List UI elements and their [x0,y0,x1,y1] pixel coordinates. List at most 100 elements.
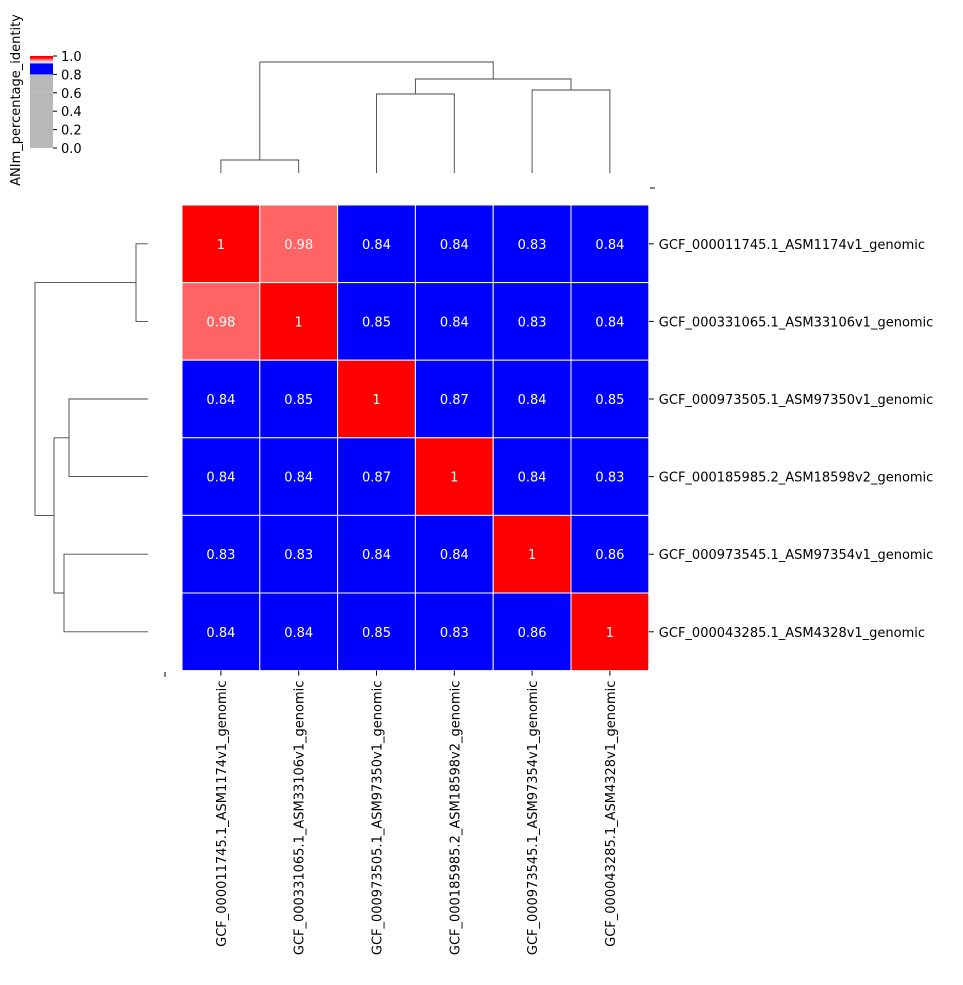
cell-value-label: 0.87 [440,393,469,408]
cell-value-label: 0.98 [284,238,313,253]
dendrogram-branch [135,243,148,322]
heatmap-cell [492,282,572,361]
cell-value-label: 0.86 [595,548,624,563]
colorbar-tick-label: 0.4 [61,105,82,120]
cell-value-label: 0.84 [284,471,313,486]
cell-value-label: 1 [217,238,225,253]
cell-value-label: 0.83 [518,238,547,253]
cell-value-label: 0.84 [440,548,469,563]
cell-value-label: 0.84 [518,471,547,486]
cell-value-label: 0.85 [362,315,391,330]
row-dendrogram [34,243,148,633]
cell-value-label: 0.98 [206,315,235,330]
heatmap-cell [259,282,339,361]
dendrogram-branch [63,553,148,633]
cell-value-label: 1 [606,626,614,641]
dendrogram-branch [531,89,611,173]
heatmap-cell [259,359,339,439]
colorbar-segment [30,56,53,59]
cell-value-label: 0.84 [595,238,624,253]
colorbar-tick-label: 0.2 [61,124,82,139]
cell-value-label: 0.87 [362,471,391,486]
cell-value-label: 1 [528,548,536,563]
heatmap-cell [259,514,339,594]
colorbar-segment [30,60,53,64]
cell-value-label: 0.83 [440,626,469,641]
dendrogram-branch [376,93,455,173]
heatmap-cell [492,592,572,672]
row-label: GCF_000973545.1_ASM97354v1_genomic [659,548,934,563]
cell-value-label: 0.84 [206,471,235,486]
dendrogram-branch [259,61,494,160]
heatmap-grid: 1 0.98 0.84 0.84 0.83 0.84 0.98 1 0.85 0.84 0.83 0.… [181,204,650,672]
heatmap-cell [259,592,339,672]
heatmap-cell [337,359,416,439]
row-label: GCF_000043285.1_ASM4328v1_genomic [659,626,925,641]
heatmap-cell [570,204,650,284]
colorbar-tick-label: 0.0 [61,142,82,157]
colorbar-segment [30,63,53,75]
heatmap-cell [259,204,339,284]
cell-value-label: 0.85 [362,626,391,641]
cell-value-label: 0.84 [518,393,547,408]
column-dendrogram [220,61,611,173]
heatmap-cell [570,359,650,439]
row-labels: GCF_000011745.1_ASM1174v1_genomic GCF_000… [648,238,934,641]
colorbar: ANIm_percentage_identity 0.0 0.2 0.4 0.6 0.8… [9,14,82,186]
dendrogram-branch [53,437,69,594]
heatmap-cell [337,592,416,672]
heatmap-cell [181,514,261,594]
heatmap-cell [337,437,416,516]
cell-value-label: 0.83 [595,471,624,486]
cell-value-label: 0.85 [595,393,624,408]
cell-value-label: 0.84 [440,238,469,253]
heatmap-cell [337,514,416,594]
row-label: GCF_000011745.1_ASM1174v1_genomic [659,238,925,253]
dendrogram-branch [68,398,148,478]
dendrogram-branch [414,78,572,94]
column-label: GCF_000973505.1_ASM97350v1_genomic [371,681,386,956]
cell-value-label: 0.83 [284,548,313,563]
cell-value-label: 0.84 [362,548,391,563]
heatmap-cell [181,437,261,516]
colorbar-label: ANIm_percentage_identity [9,14,24,186]
row-label: GCF_000185985.2_ASM18598v2_genomic [659,471,934,486]
cell-value-label: 0.84 [206,626,235,641]
heatmap-cell [414,592,494,672]
cell-value-label: 0.84 [440,315,469,330]
colorbar-segment [30,58,53,61]
heatmap-cell [492,359,572,439]
colorbar-tick-label: 0.6 [61,87,82,102]
column-labels: GCF_000011745.1_ASM1174v1_genomic GCF_000… [215,670,619,956]
cell-value-label: 0.84 [206,393,235,408]
cell-value-label: 0.86 [518,626,547,641]
column-label: GCF_000043285.1_ASM4328v1_genomic [604,681,619,947]
cell-value-label: 0.83 [206,548,235,563]
cell-value-label: 1 [450,471,458,486]
cell-value-label: 1 [295,315,303,330]
heatmap-cell [181,204,261,284]
cell-value-label: 0.85 [284,393,313,408]
cell-value-label: 0.84 [284,626,313,641]
colorbar-tick-label: 0.8 [61,68,82,83]
cell-value-label: 0.83 [518,315,547,330]
heatmap-cell [414,359,494,439]
axis-ticks [164,187,655,677]
cell-value-label: 1 [372,393,380,408]
heatmap-cell [181,282,261,361]
heatmap-cell [492,514,572,594]
cell-value-label: 0.84 [362,238,391,253]
heatmap-cell [259,437,339,516]
dendrogram-branch [220,159,300,173]
row-label: GCF_000331065.1_ASM33106v1_genomic [659,315,934,330]
colorbar-segment [30,74,53,93]
colorbar-tick-label: 1.0 [61,50,82,65]
colorbar-segment [30,92,53,148]
row-label: GCF_000973505.1_ASM97350v1_genomic [659,393,934,408]
column-label: GCF_000011745.1_ASM1174v1_genomic [215,681,230,947]
heatmap-cell [570,282,650,361]
heatmap-cell [492,437,572,516]
column-label: GCF_000973545.1_ASM97354v1_genomic [526,681,541,956]
cell-value-label: 0.84 [595,315,624,330]
